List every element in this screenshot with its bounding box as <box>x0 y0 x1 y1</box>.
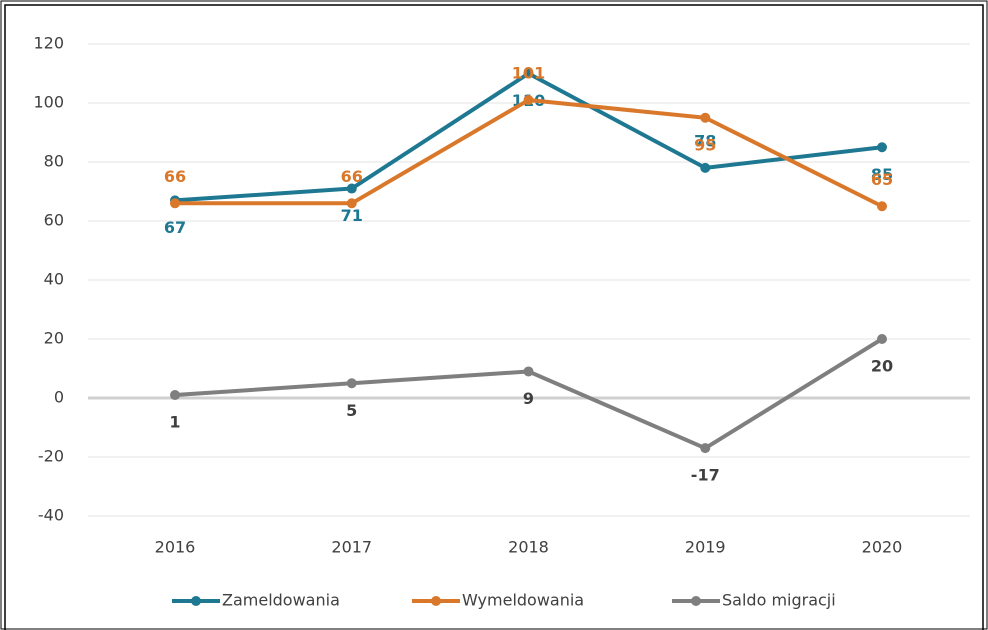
data-label: 85 <box>871 165 893 184</box>
data-label: 5 <box>346 401 357 420</box>
data-label: 66 <box>164 167 186 186</box>
point <box>877 142 887 153</box>
data-label: 9 <box>523 389 534 408</box>
point <box>877 201 887 212</box>
point <box>700 112 711 123</box>
data-label: 66 <box>341 167 363 186</box>
data-label: 20 <box>871 357 893 376</box>
data-label: 1 <box>169 413 180 432</box>
legend-marker <box>431 596 441 606</box>
y-tick-label: 20 <box>44 329 64 348</box>
point <box>346 198 357 209</box>
legend-label: Saldo migracji <box>722 591 836 610</box>
data-label: 78 <box>694 131 716 150</box>
point <box>523 366 534 377</box>
data-label: 71 <box>341 206 363 225</box>
point <box>170 390 180 401</box>
legend-marker <box>691 596 701 606</box>
y-tick-label: 0 <box>54 388 64 407</box>
point <box>346 183 357 194</box>
legend-marker <box>191 596 201 606</box>
x-tick-label: 2018 <box>508 538 549 557</box>
y-tick-label: -20 <box>38 447 64 466</box>
data-label: 67 <box>164 218 186 237</box>
series-line <box>175 98 883 209</box>
point <box>700 443 711 454</box>
point <box>346 378 357 389</box>
inner-frame <box>4 4 984 630</box>
legend-label: Wymeldowania <box>462 591 584 610</box>
x-tick-label: 2016 <box>155 538 196 557</box>
point <box>700 162 711 173</box>
y-tick-label: 80 <box>44 152 64 171</box>
point <box>170 198 180 209</box>
y-tick-label: 120 <box>33 34 64 53</box>
y-tick-label: 60 <box>44 211 64 230</box>
x-tick-label: 2020 <box>862 538 903 557</box>
data-label: 65 <box>871 170 893 189</box>
point <box>877 334 887 344</box>
x-tick-label: 2017 <box>331 538 372 557</box>
y-tick-label: 40 <box>44 270 64 289</box>
x-tick-label: 2019 <box>685 538 726 557</box>
data-label: -17 <box>691 466 720 485</box>
point <box>523 95 534 106</box>
y-tick-label: 100 <box>33 93 64 112</box>
legend-label: Zameldowania <box>222 591 340 610</box>
y-tick-label: -40 <box>38 506 64 525</box>
point <box>523 68 534 79</box>
data-label: 101 <box>512 64 545 83</box>
data-label: 95 <box>694 135 716 154</box>
